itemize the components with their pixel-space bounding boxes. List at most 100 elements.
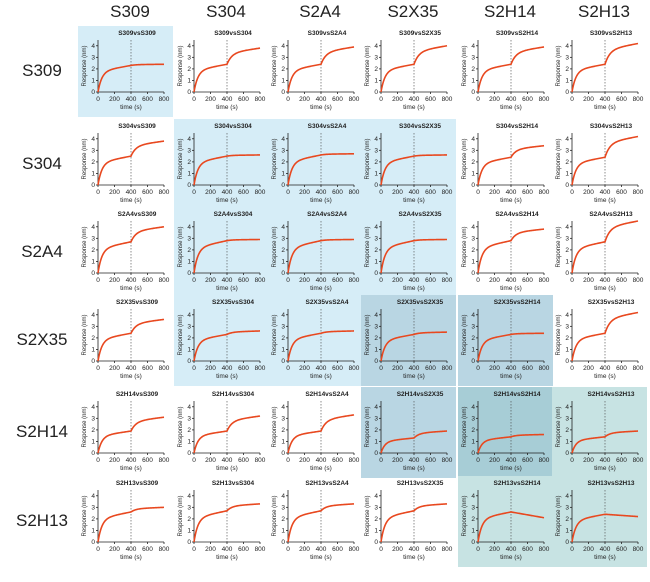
x-tick-label: 400 (600, 277, 611, 284)
x-tick-label: 800 (255, 277, 266, 284)
y-tick-label: 3 (565, 236, 569, 243)
x-axis-label: time (s) (310, 104, 332, 111)
x-tick-label: 600 (522, 365, 533, 372)
panel-shade (174, 119, 269, 210)
response-curve (193, 503, 261, 543)
x-tick-label: 200 (299, 546, 310, 553)
x-tick-label: 200 (299, 457, 310, 464)
panel-title: S2H14vsS2H14 (494, 391, 541, 398)
y-tick-label: 4 (187, 43, 191, 50)
sensorgram-panel: S304vsS304 0 1 2 3 4 0 200 400 600 800 time (s) Resp… (178, 123, 266, 204)
y-axis-label: Response (nm) (272, 495, 278, 536)
y-axis-label: Response (nm) (556, 314, 562, 355)
response-curve (477, 46, 545, 93)
y-tick-label: 3 (281, 416, 285, 423)
response-curve (571, 430, 639, 454)
column-header: S304 (206, 2, 246, 21)
x-axis-label: time (s) (500, 104, 522, 111)
x-axis-label: time (s) (594, 285, 616, 292)
panel-axes (193, 490, 260, 543)
sensorgram-panel: S2A4vsS2X35 0 1 2 3 4 0 200 400 600 800 time (s) Res… (365, 211, 453, 292)
x-tick-label: 200 (489, 457, 500, 464)
y-tick-label: 4 (471, 224, 475, 231)
x-tick-label: 200 (299, 96, 310, 103)
y-tick-label: 0 (471, 89, 475, 96)
x-tick-label: 0 (476, 457, 480, 464)
y-tick-label: 3 (374, 416, 378, 423)
x-tick-label: 600 (332, 277, 343, 284)
y-tick-label: 0 (281, 358, 285, 365)
y-tick-label: 3 (471, 324, 475, 331)
y-tick-label: 1 (281, 259, 285, 266)
x-tick-label: 0 (570, 189, 574, 196)
y-tick-label: 1 (471, 171, 475, 178)
y-tick-label: 3 (471, 505, 475, 512)
sensorgram-panel: S2A4vsS2H13 0 1 2 3 4 0 200 400 600 800 time (s) Res… (556, 211, 644, 292)
x-axis-label: time (s) (216, 554, 238, 561)
x-tick-label: 0 (570, 365, 574, 372)
y-tick-label: 0 (187, 539, 191, 546)
panel-axes (380, 490, 447, 543)
response-curve (380, 154, 447, 186)
y-tick-label: 0 (565, 89, 569, 96)
y-tick-label: 0 (374, 270, 378, 277)
y-tick-label: 1 (187, 528, 191, 535)
x-tick-label: 200 (489, 277, 500, 284)
x-tick-label: 200 (583, 457, 594, 464)
response-curve (571, 135, 639, 186)
response-curve (571, 311, 639, 362)
panel-shade (78, 26, 173, 117)
x-tick-label: 800 (539, 457, 550, 464)
panel-title: S309vsS2X35 (399, 30, 441, 37)
panel-axes (97, 133, 164, 186)
panel-title: S304vsS2X35 (399, 123, 441, 130)
panel-shade (268, 119, 363, 210)
response-curve (97, 140, 165, 186)
y-tick-label: 2 (471, 247, 475, 254)
y-tick-label: 4 (187, 136, 191, 143)
sensorgram-panel: S304vsS2H14 0 1 2 3 4 0 200 400 600 800 time (s) Res… (462, 123, 550, 204)
x-axis-label: time (s) (310, 285, 332, 292)
sensorgram-panel: S2X35vsS2H13 0 1 2 3 4 0 200 400 600 800 time (s) Re… (556, 299, 644, 380)
y-tick-label: 3 (187, 505, 191, 512)
y-tick-label: 1 (91, 528, 95, 535)
x-tick-label: 600 (238, 96, 249, 103)
y-tick-label: 0 (471, 450, 475, 457)
x-tick-label: 800 (442, 189, 453, 196)
x-tick-label: 0 (476, 365, 480, 372)
panel-title: S309vsS2A4 (308, 30, 347, 37)
column-headers: S309 S304 S2A4 S2X35 S2H14 S2H13 (110, 2, 630, 21)
y-axis-label: Response (nm) (272, 226, 278, 267)
y-tick-label: 3 (91, 505, 95, 512)
y-tick-label: 0 (187, 270, 191, 277)
y-tick-label: 1 (471, 78, 475, 85)
response-curve (477, 228, 545, 274)
x-axis-label: time (s) (403, 285, 425, 292)
x-tick-label: 0 (192, 96, 196, 103)
y-tick-label: 4 (91, 43, 95, 50)
sensorgram-panel: S2H14vsS2X35 0 1 2 3 4 0 200 400 600 800 time (s) Re… (365, 391, 453, 472)
x-tick-label: 400 (126, 96, 137, 103)
y-tick-label: 1 (91, 259, 95, 266)
x-tick-label: 0 (286, 189, 290, 196)
panel-axes (287, 490, 354, 543)
y-tick-label: 4 (471, 136, 475, 143)
y-tick-label: 4 (281, 136, 285, 143)
sensorgram-panel: S2H13vsS2A4 0 1 2 3 4 0 200 400 600 800 time (s) Res… (272, 480, 360, 561)
y-tick-label: 3 (471, 416, 475, 423)
y-tick-label: 3 (187, 324, 191, 331)
panel-shade (268, 295, 363, 386)
x-tick-label: 800 (442, 365, 453, 372)
x-tick-label: 800 (539, 277, 550, 284)
x-axis-label: time (s) (500, 373, 522, 380)
sensorgram-panel: S2X35vsS2H14 0 1 2 3 4 0 200 400 600 800 time (s) Re… (462, 299, 550, 380)
y-axis-label: Response (nm) (556, 45, 562, 86)
x-tick-label: 800 (349, 277, 360, 284)
x-tick-label: 0 (96, 457, 100, 464)
x-tick-label: 800 (539, 546, 550, 553)
panel-shade (174, 295, 269, 386)
y-tick-label: 3 (374, 55, 378, 62)
y-tick-label: 4 (565, 404, 569, 411)
x-tick-label: 600 (142, 277, 153, 284)
panel-title: S2H13vsS2H13 (588, 480, 635, 487)
